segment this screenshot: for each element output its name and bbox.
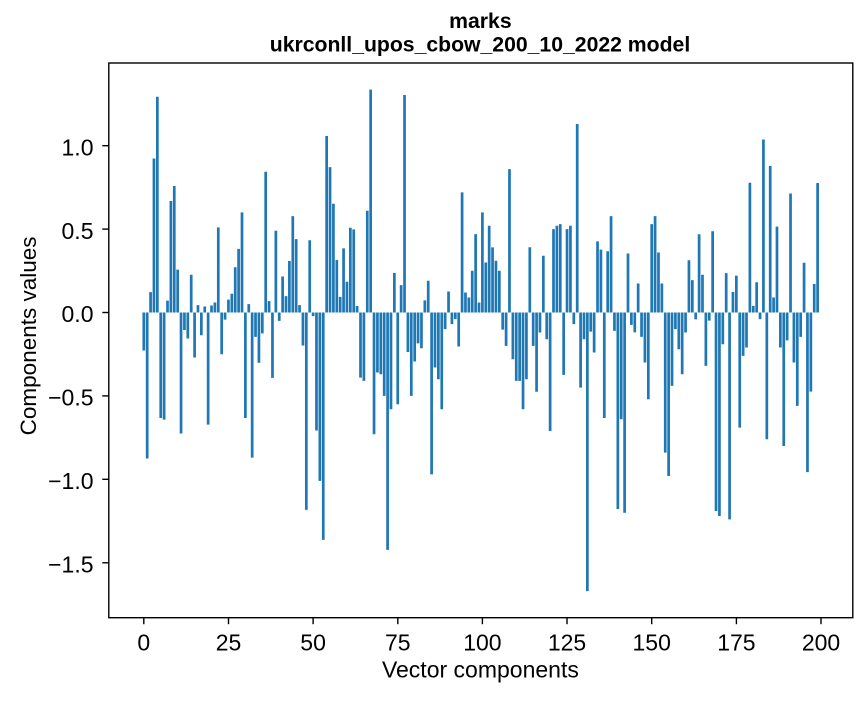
svg-text:150: 150 (633, 630, 671, 656)
svg-text:125: 125 (548, 630, 586, 656)
svg-text:1.0: 1.0 (62, 134, 94, 160)
svg-text:0.5: 0.5 (62, 218, 94, 244)
svg-text:Vector components: Vector components (382, 656, 579, 682)
svg-text:25: 25 (216, 630, 242, 656)
svg-text:Components values: Components values (16, 236, 41, 435)
svg-text:0.0: 0.0 (62, 301, 94, 327)
svg-text:200: 200 (802, 630, 840, 656)
svg-text:100: 100 (463, 630, 501, 656)
svg-text:50: 50 (300, 630, 326, 656)
svg-text:−1.0: −1.0 (48, 468, 93, 494)
svg-text:−0.5: −0.5 (48, 385, 93, 411)
svg-text:0: 0 (137, 630, 150, 656)
svg-text:75: 75 (385, 630, 411, 656)
svg-text:175: 175 (717, 630, 755, 656)
svg-text:−1.5: −1.5 (48, 552, 93, 578)
svg-text:ukrconll_upos_cbow_200_10_2022: ukrconll_upos_cbow_200_10_2022 model (270, 34, 690, 57)
svg-text:marks: marks (449, 10, 511, 33)
